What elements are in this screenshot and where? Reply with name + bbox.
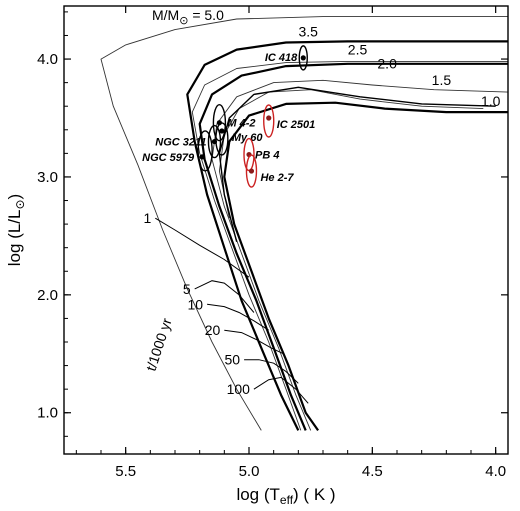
track-label-3.5: 3.5 xyxy=(298,24,318,40)
x-axis-label-subscript: eff xyxy=(280,493,294,507)
track-2.5 xyxy=(191,60,508,431)
isochrone-1 xyxy=(155,217,250,278)
track-2.0 xyxy=(198,62,508,431)
solar-symbol: ⊙ xyxy=(179,15,188,27)
x-tick-label-0: 5.5 xyxy=(115,463,136,480)
track-unlabeled-7 xyxy=(218,86,496,242)
isochrone-label-5: 5 xyxy=(183,281,191,297)
isochrone-label-50: 50 xyxy=(224,352,240,368)
track-label-2.5: 2.5 xyxy=(348,41,368,57)
x-tick-label-1: 5.0 xyxy=(239,463,260,480)
y-axis-label-tail: ) xyxy=(5,194,24,200)
object-label-ngc-5979: NGC 5979 xyxy=(142,152,195,164)
object-label-ngc-3211: NGC 3211 xyxy=(155,137,206,149)
track-5.0 xyxy=(100,16,508,431)
isochrone-100 xyxy=(253,376,309,404)
object-point-ngc-3211 xyxy=(211,138,218,145)
x-tick-label-3: 4.0 xyxy=(485,463,506,480)
isochrone-label-100: 100 xyxy=(227,381,251,397)
mass-label: M/M⊙ = 5.0 xyxy=(152,7,224,27)
y-axis-solar-symbol: ⊙ xyxy=(13,199,27,209)
object-point-my-60 xyxy=(219,128,225,134)
y-tick-label-3: 4.0 xyxy=(37,51,58,68)
object-point-ic-418 xyxy=(300,55,306,61)
x-axis-label: log (Teff) ( K ) xyxy=(236,485,335,507)
object-label-ic-418: IC 418 xyxy=(265,52,298,64)
isochrone-10 xyxy=(207,303,269,331)
object-label-m-4-2: M 4-2 xyxy=(227,118,255,130)
isochrone-5 xyxy=(194,280,255,313)
error-ellipse-m-4-2 xyxy=(212,104,227,142)
track-1.0 xyxy=(223,101,508,432)
error-ellipse-he-2-7 xyxy=(245,154,258,188)
track-labels: 3.5 2.5 2.0 1.5 1.0 xyxy=(298,24,500,110)
plot-frame xyxy=(63,5,509,455)
error-ellipse-my-60 xyxy=(215,122,229,156)
object-point-he-2-7 xyxy=(248,168,255,174)
axis-ticks: 5.5 5.0 4.5 4.0 1.0 2.0 3.0 4.0 xyxy=(37,6,508,480)
isochrone-50 xyxy=(244,359,299,384)
error-ellipse-ic-2501 xyxy=(263,104,275,138)
object-label-pb-4: PB 4 xyxy=(255,150,279,162)
isochrone-axis-label: t/1000 yr xyxy=(143,316,175,373)
y-axis-label: log (L/L⊙) xyxy=(5,194,27,266)
track-label-2.0: 2.0 xyxy=(377,55,397,71)
track-label-1.0: 1.0 xyxy=(481,93,501,109)
error-ellipse-ic-418 xyxy=(298,45,308,71)
y-tick-label-1: 2.0 xyxy=(37,287,58,304)
error-ellipse-ngc-5979 xyxy=(197,130,213,172)
isochrone-label-20: 20 xyxy=(205,322,221,338)
track-label-1.5: 1.5 xyxy=(432,72,452,88)
planetary-nebula-markers: IC 418 M 4-2 My 60 NGC 3211 NGC 5979 IC 2501 P… xyxy=(142,45,316,188)
object-point-ic-2501 xyxy=(266,115,272,121)
object-point-ngc-5979 xyxy=(199,154,205,160)
object-label-my-60: My 60 xyxy=(232,132,263,144)
y-tick-label-0: 1.0 xyxy=(37,405,58,422)
y-tick-label-2: 3.0 xyxy=(37,169,58,186)
error-ellipse-ngc-3211 xyxy=(207,124,222,159)
object-label-he-2-7: He 2-7 xyxy=(260,172,294,184)
x-tick-label-2: 4.5 xyxy=(362,463,383,480)
object-label-ic-2501: IC 2501 xyxy=(277,119,316,131)
x-axis-label-tail: ) ( K ) xyxy=(293,485,336,504)
isochrone-label-10: 10 xyxy=(187,296,203,312)
isochrone-20 xyxy=(224,329,284,355)
isochrone-label-1: 1 xyxy=(143,210,151,226)
mass-label-value: = 5.0 xyxy=(188,7,224,23)
